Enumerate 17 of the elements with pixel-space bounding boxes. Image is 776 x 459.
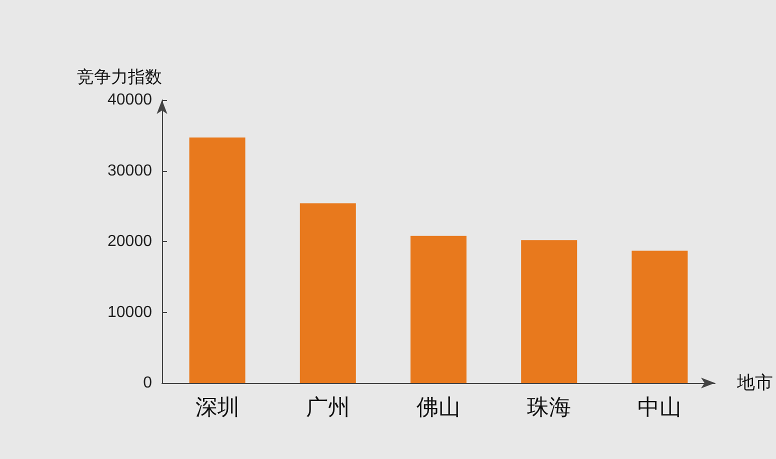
y-tick-label: 30000 [108,162,152,180]
x-tick-label: 中山 [638,396,682,420]
y-tick-label: 40000 [108,92,152,108]
y-axis-title: 竞争力指数 [77,68,162,88]
y-tick-label: 0 [143,374,152,392]
y-tick-label: 20000 [108,233,152,250]
x-tick-label: 佛山 [416,396,460,420]
bar [632,250,688,383]
x-axis-title: 地市 [736,372,773,394]
x-tick-label: 深圳 [195,396,240,420]
y-tick-label: 10000 [108,304,152,321]
x-tick-label: 广州 [306,396,350,420]
x-tick-label: 珠海 [527,396,572,420]
bar [300,203,356,383]
bar [189,138,246,383]
bar [521,240,578,383]
bar [410,236,466,383]
